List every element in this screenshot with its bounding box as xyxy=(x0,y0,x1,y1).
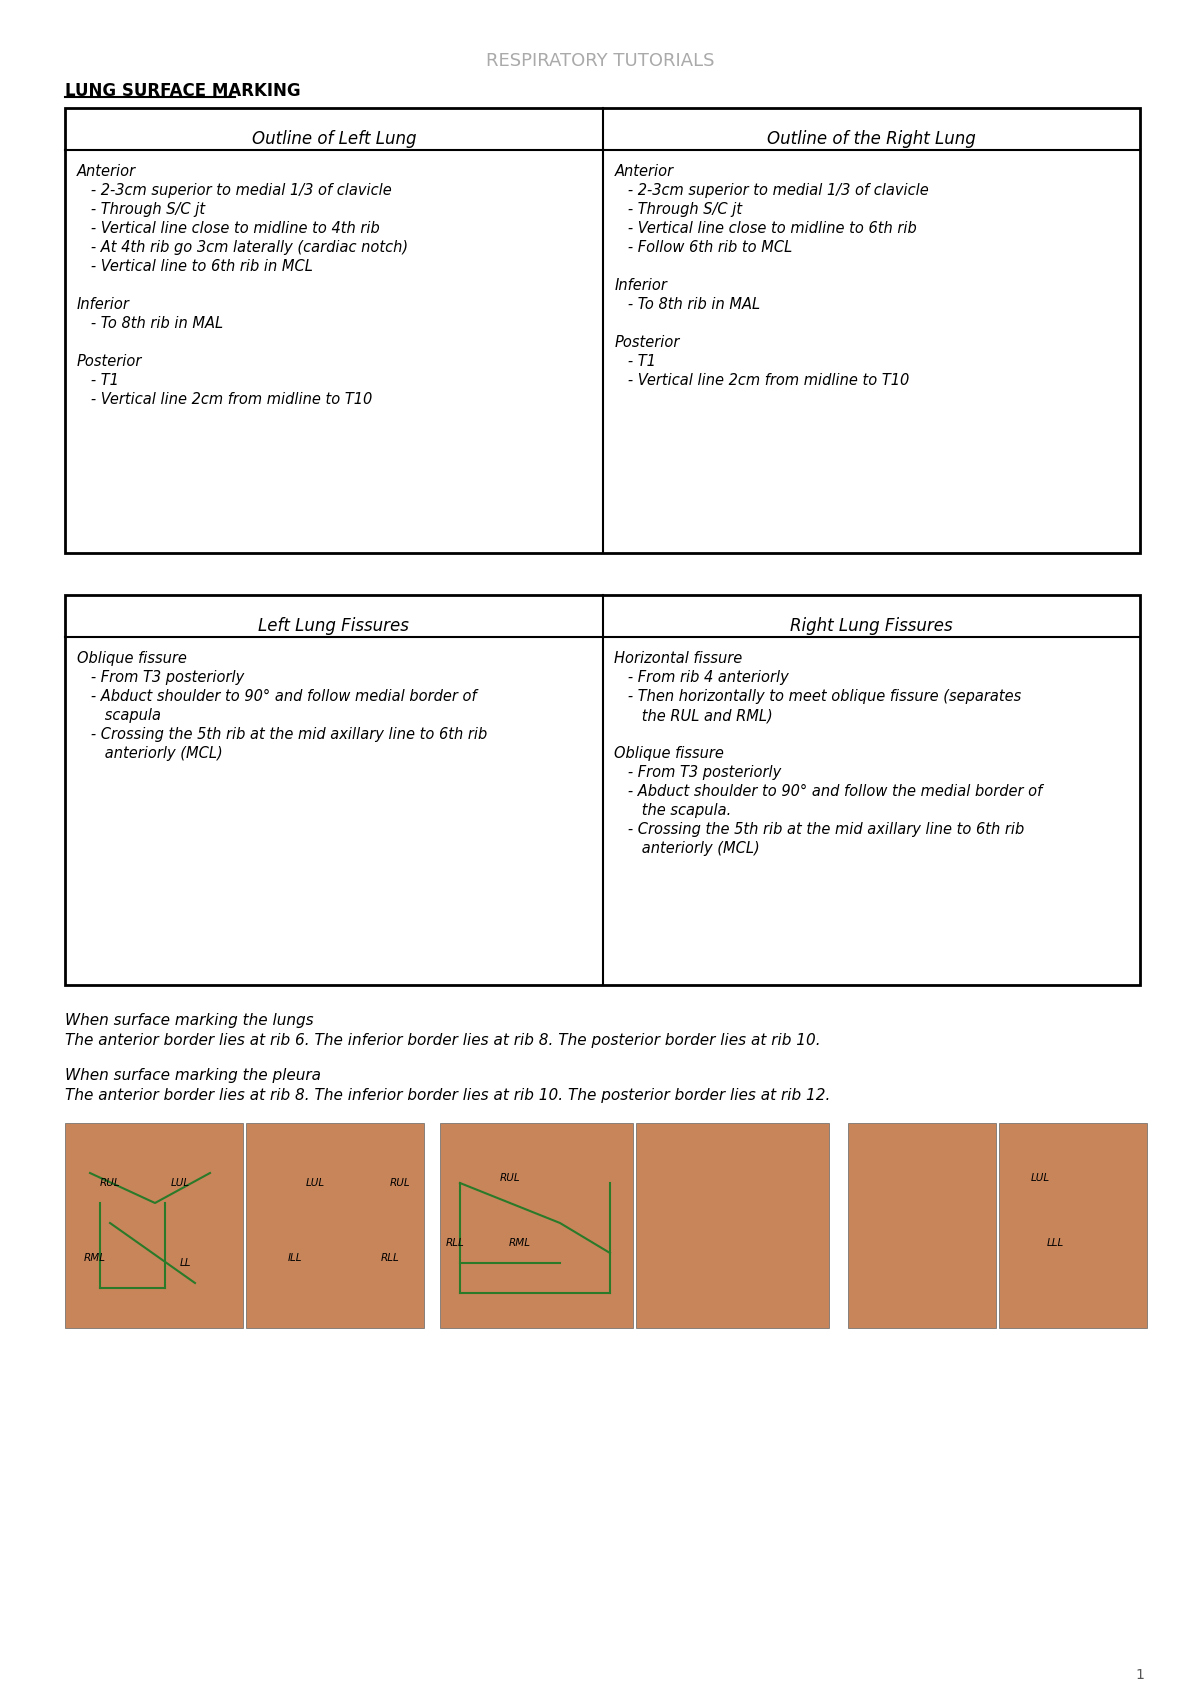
Text: - Vertical line close to midline to 6th rib: - Vertical line close to midline to 6th … xyxy=(614,221,917,236)
Text: Inferior: Inferior xyxy=(614,278,667,294)
Text: RML: RML xyxy=(84,1253,106,1263)
Text: RUL: RUL xyxy=(100,1178,120,1189)
Text: anteriorly (MCL): anteriorly (MCL) xyxy=(614,841,761,856)
Text: - Abduct shoulder to 90° and follow medial border of: - Abduct shoulder to 90° and follow medi… xyxy=(77,689,476,705)
Text: RML: RML xyxy=(509,1238,530,1248)
Text: RUL: RUL xyxy=(499,1173,521,1184)
Text: Anterior: Anterior xyxy=(614,165,673,178)
Text: scapula: scapula xyxy=(77,708,161,723)
Text: - Then horizontally to meet oblique fissure (separates: - Then horizontally to meet oblique fiss… xyxy=(614,689,1021,705)
Bar xyxy=(848,1122,996,1328)
Text: Outline of Left Lung: Outline of Left Lung xyxy=(252,131,416,148)
Text: - Through S/C jt: - Through S/C jt xyxy=(614,202,743,217)
Text: - From rib 4 anteriorly: - From rib 4 anteriorly xyxy=(614,671,790,684)
Text: 1: 1 xyxy=(1135,1667,1145,1683)
Bar xyxy=(998,1122,1147,1328)
Text: - From T3 posteriorly: - From T3 posteriorly xyxy=(614,766,781,779)
Text: Outline of the Right Lung: Outline of the Right Lung xyxy=(767,131,976,148)
Text: anteriorly (MCL): anteriorly (MCL) xyxy=(77,745,223,761)
Text: LUNG SURFACE MARKING: LUNG SURFACE MARKING xyxy=(65,82,301,100)
Text: - Crossing the 5th rib at the mid axillary line to 6th rib: - Crossing the 5th rib at the mid axilla… xyxy=(77,727,487,742)
Text: - From T3 posteriorly: - From T3 posteriorly xyxy=(77,671,245,684)
Text: LL: LL xyxy=(179,1258,191,1268)
Text: The anterior border lies at rib 8. The inferior border lies at rib 10. The poste: The anterior border lies at rib 8. The i… xyxy=(65,1088,830,1104)
Bar xyxy=(65,109,1140,554)
Text: - Vertical line 2cm from midline to T10: - Vertical line 2cm from midline to T10 xyxy=(77,392,372,408)
Text: Anterior: Anterior xyxy=(77,165,136,178)
Text: Inferior: Inferior xyxy=(77,297,130,312)
Text: - To 8th rib in MAL: - To 8th rib in MAL xyxy=(614,297,761,312)
Text: LUL: LUL xyxy=(306,1178,324,1189)
Text: RLL: RLL xyxy=(445,1238,464,1248)
Text: RUL: RUL xyxy=(390,1178,410,1189)
Text: Posterior: Posterior xyxy=(77,353,143,368)
Text: - Crossing the 5th rib at the mid axillary line to 6th rib: - Crossing the 5th rib at the mid axilla… xyxy=(614,822,1025,837)
Text: When surface marking the lungs: When surface marking the lungs xyxy=(65,1014,313,1027)
Text: - 2-3cm superior to medial 1/3 of clavicle: - 2-3cm superior to medial 1/3 of clavic… xyxy=(77,183,391,199)
Text: Oblique fissure: Oblique fissure xyxy=(614,745,725,761)
Bar xyxy=(65,1122,242,1328)
Text: - Abduct shoulder to 90° and follow the medial border of: - Abduct shoulder to 90° and follow the … xyxy=(614,784,1043,800)
Text: - Follow 6th rib to MCL: - Follow 6th rib to MCL xyxy=(614,239,793,255)
Text: - Through S/C jt: - Through S/C jt xyxy=(77,202,205,217)
Text: - Vertical line 2cm from midline to T10: - Vertical line 2cm from midline to T10 xyxy=(614,374,910,389)
Text: ILL: ILL xyxy=(288,1253,302,1263)
Text: - T1: - T1 xyxy=(614,353,656,368)
Text: When surface marking the pleura: When surface marking the pleura xyxy=(65,1068,322,1083)
Text: Posterior: Posterior xyxy=(614,335,680,350)
Text: the scapula.: the scapula. xyxy=(614,803,732,818)
Text: - At 4th rib go 3cm laterally (cardiac notch): - At 4th rib go 3cm laterally (cardiac n… xyxy=(77,239,408,255)
Text: Oblique fissure: Oblique fissure xyxy=(77,650,187,666)
Bar xyxy=(440,1122,634,1328)
Text: LUL: LUL xyxy=(170,1178,190,1189)
Text: Left Lung Fissures: Left Lung Fissures xyxy=(258,616,409,635)
Text: LUL: LUL xyxy=(1031,1173,1050,1184)
Text: - T1: - T1 xyxy=(77,374,119,389)
Text: LLL: LLL xyxy=(1046,1238,1063,1248)
Text: the RUL and RML): the RUL and RML) xyxy=(614,708,773,723)
Text: - To 8th rib in MAL: - To 8th rib in MAL xyxy=(77,316,223,331)
Bar xyxy=(636,1122,829,1328)
Text: The anterior border lies at rib 6. The inferior border lies at rib 8. The poster: The anterior border lies at rib 6. The i… xyxy=(65,1032,821,1048)
Text: - 2-3cm superior to medial 1/3 of clavicle: - 2-3cm superior to medial 1/3 of clavic… xyxy=(614,183,929,199)
Text: RESPIRATORY TUTORIALS: RESPIRATORY TUTORIALS xyxy=(486,53,714,70)
Bar xyxy=(65,594,1140,985)
Text: - Vertical line to 6th rib in MCL: - Vertical line to 6th rib in MCL xyxy=(77,260,313,273)
Text: - Vertical line close to midline to 4th rib: - Vertical line close to midline to 4th … xyxy=(77,221,379,236)
Bar xyxy=(246,1122,424,1328)
Text: RLL: RLL xyxy=(380,1253,400,1263)
Text: Right Lung Fissures: Right Lung Fissures xyxy=(790,616,953,635)
Text: Horizontal fissure: Horizontal fissure xyxy=(614,650,743,666)
